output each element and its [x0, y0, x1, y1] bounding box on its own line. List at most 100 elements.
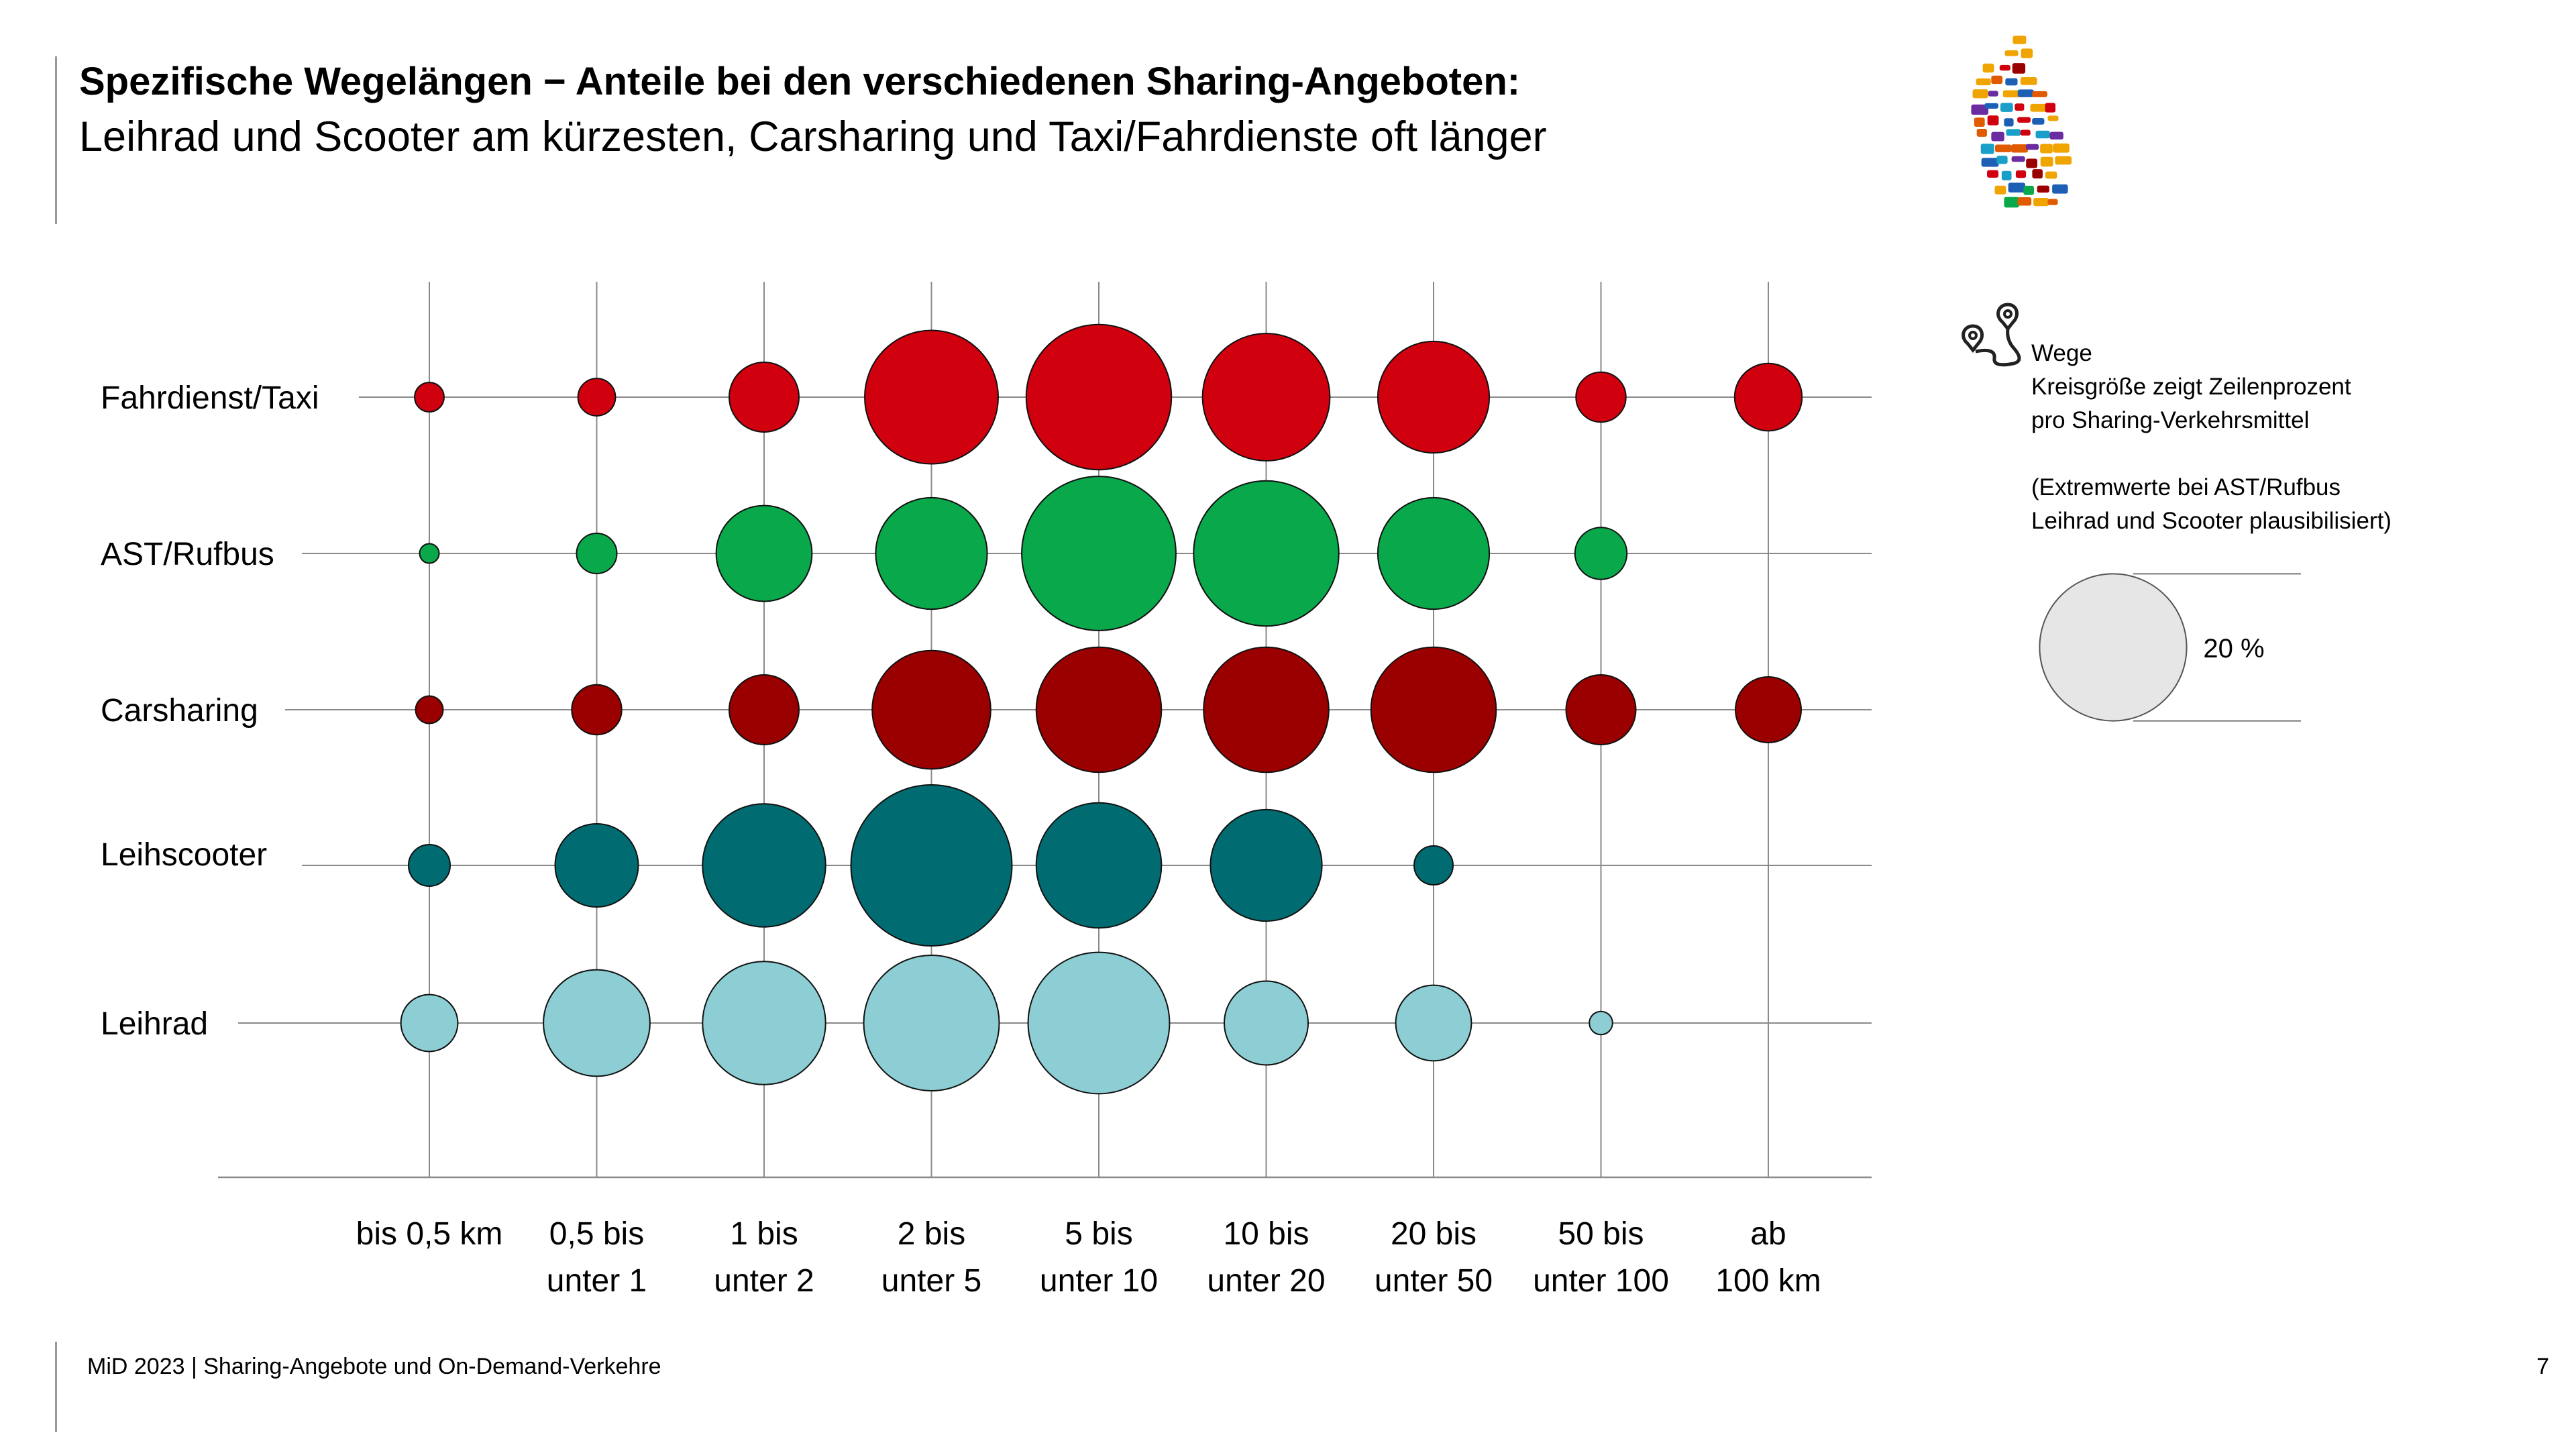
bubble	[571, 684, 623, 736]
route-pin-icon	[1962, 303, 2021, 367]
bubble	[729, 674, 800, 745]
bubble	[1735, 676, 1802, 743]
bubble	[1035, 802, 1163, 929]
logo-vehicle	[2010, 144, 2028, 153]
bubble	[408, 844, 451, 887]
logo-vehicle	[2012, 63, 2026, 74]
x-tick-label: 0,5 bis	[549, 1216, 644, 1252]
logo-vehicle	[2023, 185, 2034, 195]
x-tick-label: unter 20	[1207, 1263, 1325, 1299]
logo-vehicle	[2004, 50, 2019, 56]
bubble	[1377, 496, 1491, 610]
bubble	[1575, 371, 1627, 423]
x-tick-label: 20 bis	[1391, 1216, 1477, 1252]
legend-text: Wege Kreisgröße zeigt Zeilenprozent pro …	[2031, 337, 2392, 538]
legend-line-2: Kreisgröße zeigt Zeilenprozent	[2031, 374, 2351, 400]
logo-vehicle	[2004, 197, 2019, 208]
x-tick-label: unter 1	[547, 1263, 647, 1299]
logo-vehicle	[2055, 156, 2072, 165]
bubble	[1565, 674, 1637, 745]
accent-bar-bottom	[55, 1342, 57, 1432]
logo-vehicle	[2002, 90, 2021, 98]
bubble	[702, 961, 826, 1085]
logo-vehicle	[2006, 129, 2021, 136]
bubble	[1027, 951, 1171, 1095]
row-label: Carsharing	[101, 693, 258, 729]
x-tick-label: ab	[1750, 1216, 1786, 1252]
bubble	[1025, 323, 1173, 471]
bubble	[863, 955, 1000, 1091]
legend-line-4: (Extremwerte bei AST/Rufbus	[2031, 474, 2341, 500]
page-number: 7	[2536, 1354, 2549, 1379]
bubble	[702, 803, 826, 928]
bubble	[543, 969, 651, 1077]
x-tick-label: unter 5	[881, 1263, 981, 1299]
bubble	[1201, 333, 1331, 462]
bubble	[715, 504, 813, 602]
logo-vehicle	[2015, 103, 2025, 111]
logo-vehicle	[2032, 117, 2045, 125]
logo-vehicle	[2045, 171, 2057, 179]
bubble	[419, 543, 440, 564]
x-tick-label: 1 bis	[730, 1216, 798, 1252]
x-tick-label: unter 100	[1533, 1263, 1669, 1299]
logo-vehicle	[2047, 199, 2058, 205]
bubble	[554, 823, 639, 908]
x-tick-label: 10 bis	[1223, 1216, 1309, 1252]
bubble	[1733, 362, 1803, 432]
bubble	[1377, 340, 1491, 454]
logo-vehicle	[1976, 78, 1991, 86]
logo-vehicle	[1987, 115, 1999, 125]
logo-vehicle	[2021, 48, 2033, 58]
logo-vehicle	[2032, 91, 2047, 97]
bubble	[414, 382, 445, 413]
logo-vehicle	[1980, 144, 1994, 154]
logo-vehicle	[2001, 170, 2012, 180]
logo-vehicle	[2053, 143, 2070, 153]
logo-vehicle	[1984, 103, 1998, 109]
bubble	[1395, 984, 1472, 1062]
logo-vehicle	[1994, 185, 2006, 195]
bubble	[576, 533, 618, 574]
logo-vehicle	[1976, 129, 1987, 137]
row-label: Fahrdienst/Taxi	[101, 380, 319, 416]
logo-vehicle	[2033, 198, 2049, 207]
logo-vehicle	[2008, 182, 2026, 193]
logo-vehicle	[1991, 75, 2003, 85]
bubble	[864, 329, 999, 465]
bubble	[1589, 1010, 1613, 1036]
page-subtitle: Leihrad und Scooter am kürzesten, Carsha…	[79, 113, 1547, 160]
logo-vehicle	[1972, 89, 1988, 99]
bubble	[729, 362, 800, 433]
logo-vehicle	[1971, 104, 1989, 115]
footer-text: MiD 2023 | Sharing-Angebote und On-Deman…	[87, 1354, 661, 1379]
page-title: Spezifische Wegelängen − Anteile bei den…	[79, 60, 1521, 103]
logo-vehicle	[1981, 158, 1999, 167]
germany-map-logo	[1971, 36, 2072, 208]
x-tick-label: unter 10	[1040, 1263, 1158, 1299]
logo-vehicle	[2032, 169, 2043, 178]
bubble-chart: Fahrdienst/Taxi AST/Rufbus Carsharing Leihs…	[101, 282, 1872, 1299]
logo-vehicle	[2017, 89, 2034, 97]
logo-vehicle	[2015, 170, 2027, 178]
logo-vehicle	[2045, 103, 2056, 113]
bubble	[1210, 808, 1323, 922]
row-label: Leihscooter	[101, 837, 267, 873]
logo-vehicle	[2049, 131, 2063, 140]
logo-vehicle	[2020, 129, 2031, 136]
logo-vehicle	[2011, 156, 2025, 162]
logo-vehicle	[2026, 158, 2038, 168]
bubble	[1370, 646, 1497, 773]
x-tick-label: 2 bis	[898, 1216, 965, 1252]
logo-vehicle	[2012, 36, 2027, 44]
logo-vehicle	[1991, 131, 2004, 142]
x-tick-label: bis 0,5 km	[356, 1216, 503, 1252]
bubble	[1021, 476, 1177, 631]
legend-sample-circle	[2039, 573, 2188, 722]
logo-vehicle	[1987, 170, 1999, 178]
legend-line-5: Leihrad und Scooter plausibilisiert)	[2031, 508, 2392, 534]
logo-vehicle	[2025, 144, 2039, 150]
bubble	[1035, 646, 1163, 773]
logo-vehicle	[1988, 91, 1998, 97]
row-label: Leihrad	[101, 1006, 208, 1042]
